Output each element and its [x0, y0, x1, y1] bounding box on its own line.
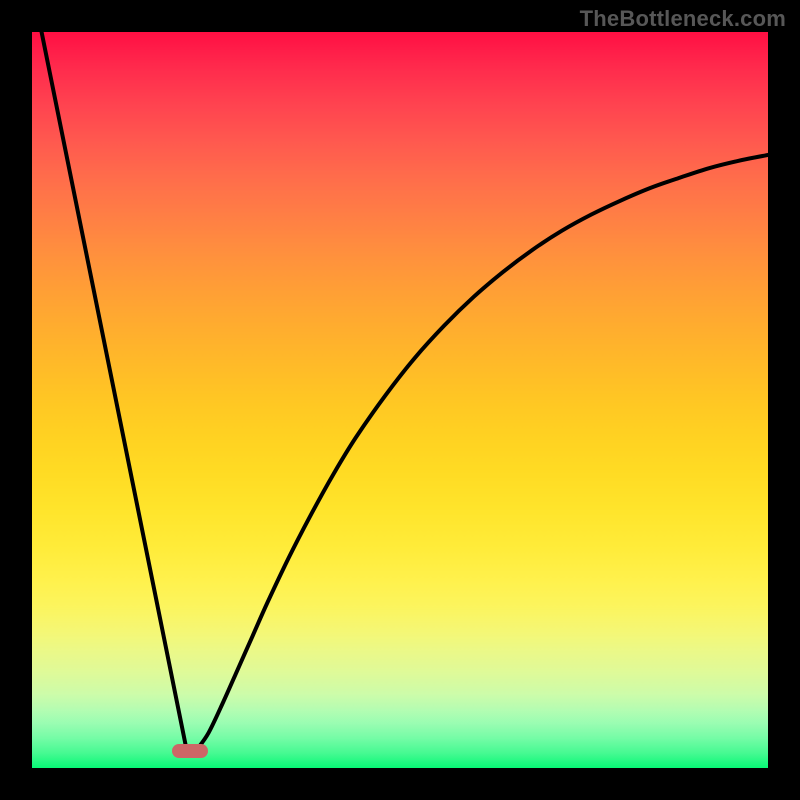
curve-layer: [32, 32, 768, 768]
plot-area: [32, 32, 768, 768]
curve-left-segment: [42, 32, 187, 750]
valley-marker: [172, 744, 208, 758]
watermark-text: TheBottleneck.com: [580, 6, 786, 32]
chart-container: TheBottleneck.com: [0, 0, 800, 800]
curve-right-segment: [197, 155, 768, 750]
